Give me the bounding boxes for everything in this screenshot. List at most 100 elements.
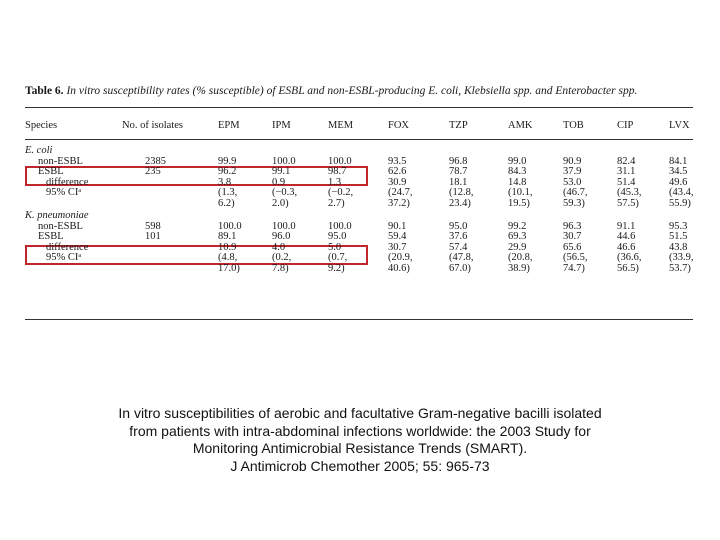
caption-line-3: Monitoring Antimicrobial Resistance Tren…	[192, 440, 528, 456]
susceptibility-value: (20.9,	[388, 252, 413, 263]
susceptibility-value: (24.7,	[388, 187, 413, 198]
table-top-rule	[25, 107, 693, 108]
susceptibility-value: (−0.2,	[328, 187, 354, 198]
susceptibility-value: 51.5	[669, 231, 688, 242]
susceptibility-value: 65.6	[563, 241, 582, 253]
susceptibility-value: 2.7)	[328, 197, 345, 209]
susceptibility-value: (33.9,	[669, 252, 694, 263]
susceptibility-value: 17.0)	[218, 262, 240, 274]
susceptibility-value: 40.6)	[388, 262, 410, 274]
isolate-count: 2385	[145, 155, 166, 167]
row-label: non-ESBL	[38, 220, 83, 232]
susceptibility-value: 84.3	[508, 166, 527, 177]
susceptibility-value: 99.0	[508, 155, 527, 167]
column-header-epm: EPM	[218, 120, 240, 131]
row-label: ESBL	[38, 231, 64, 242]
isolate-count: 101	[145, 231, 161, 242]
table-header-rule	[25, 139, 693, 140]
susceptibility-value: 95.3	[669, 220, 688, 232]
column-header-lvx: LVX	[669, 120, 690, 131]
susceptibility-value: (43.4,	[669, 187, 694, 198]
susceptibility-value: 44.6	[617, 231, 636, 242]
column-header-ipm: IPM	[272, 120, 291, 131]
caption-line-1: In vitro susceptibilities of aerobic and…	[118, 405, 602, 421]
susceptibility-value: 38.9)	[508, 262, 530, 274]
susceptibility-value: 2.0)	[272, 197, 289, 209]
column-header-tzp: TZP	[449, 120, 468, 131]
susceptibility-value: 67.0)	[449, 262, 471, 274]
column-header-mem: MEM	[328, 120, 354, 131]
susceptibility-value: 78.7	[449, 166, 468, 177]
susceptibility-value: 90.1	[388, 220, 407, 232]
species-group-name: K. pneumoniae	[25, 210, 89, 221]
susceptibility-value: 93.5	[388, 155, 407, 167]
susceptibility-value: 100.0	[328, 220, 352, 232]
isolate-count: 598	[145, 220, 161, 232]
susceptibility-value: 99.1	[272, 166, 291, 177]
caption-line-2: from patients with intra-abdominal infec…	[129, 422, 591, 439]
susceptibility-value: 37.9	[563, 166, 582, 177]
susceptibility-value: (20.8,	[508, 252, 533, 263]
susceptibility-value: 95.0	[328, 231, 347, 242]
citation: J Antimicrob Chemother 2005; 55: 965-73	[230, 457, 490, 474]
susceptibility-value: 51.4	[617, 176, 636, 188]
susceptibility-value: 30.7	[563, 231, 582, 242]
susceptibility-value: 57.5)	[617, 197, 639, 209]
susceptibility-value: 98.7	[328, 166, 347, 177]
table-caption-text: In vitro susceptibility rates (% suscept…	[63, 85, 638, 97]
susceptibility-value: (4.8,	[218, 252, 238, 263]
susceptibility-value: 1.3	[328, 176, 342, 188]
susceptibility-value: (1.3,	[218, 187, 238, 198]
susceptibility-value: 82.4	[617, 155, 636, 167]
susceptibility-value: 43.8	[669, 241, 688, 253]
susceptibility-value: 91.1	[617, 220, 636, 232]
susceptibility-value: 62.6	[388, 166, 407, 177]
susceptibility-value: 100.0	[328, 155, 352, 167]
column-header-amk: AMK	[508, 120, 533, 131]
kpneumoniae-esbl-highlight	[25, 245, 368, 265]
susceptibility-value: 3.8	[218, 176, 232, 188]
column-header-no-of-isolates: No. of isolates	[122, 120, 183, 131]
susceptibility-value: 56.5)	[617, 262, 639, 274]
row-label: non-ESBL	[38, 155, 83, 167]
column-header-species: Species	[25, 120, 58, 131]
susceptibility-value: 0.9	[272, 176, 286, 188]
susceptibility-value: 34.5	[669, 166, 688, 177]
susceptibility-value: 49.6	[669, 176, 688, 188]
column-header-fox: FOX	[388, 120, 410, 131]
susceptibility-value: 57.4	[449, 241, 468, 253]
species-group-name: E. coli	[25, 145, 53, 156]
susceptibility-value: (10.1,	[508, 187, 533, 198]
susceptibility-value: 90.9	[563, 155, 582, 167]
susceptibility-value: 74.7)	[563, 262, 585, 274]
susceptibility-value: 84.1	[669, 155, 688, 167]
row-label: difference	[46, 176, 89, 188]
susceptibility-value: (0.2,	[272, 252, 292, 263]
susceptibility-value: 59.3)	[563, 197, 585, 209]
susceptibility-value: 53.7)	[669, 262, 691, 274]
susceptibility-value: 29.9	[508, 241, 527, 253]
susceptibility-value: 31.1	[617, 166, 636, 177]
susceptibility-value: 96.8	[449, 155, 468, 167]
susceptibility-value: 55.9)	[669, 197, 691, 209]
susceptibility-value: 18.1	[449, 176, 468, 188]
ecoli-esbl-highlight	[25, 166, 368, 186]
susceptibility-value: 95.0	[449, 220, 468, 232]
row-label: 95% CIᵃ	[46, 187, 82, 198]
susceptibility-value: 89.1	[218, 231, 237, 242]
susceptibility-value: 53.0	[563, 176, 582, 188]
susceptibility-value: 100.0	[272, 155, 296, 167]
row-label: difference	[46, 241, 89, 253]
susceptibility-value: 96.0	[272, 231, 291, 242]
susceptibility-value: 19.5)	[508, 197, 530, 209]
susceptibility-value: 4.0	[272, 241, 286, 253]
column-header-cip: CIP	[617, 120, 634, 131]
susceptibility-value: 96.3	[563, 220, 582, 232]
susceptibility-value: 30.7	[388, 241, 407, 253]
susceptibility-value: 99.2	[508, 220, 527, 232]
susceptibility-value: (−0.3,	[272, 187, 298, 198]
susceptibility-value: 96.2	[218, 166, 237, 177]
susceptibility-value: (0.7,	[328, 252, 348, 263]
susceptibility-value: 59.4	[388, 231, 407, 242]
